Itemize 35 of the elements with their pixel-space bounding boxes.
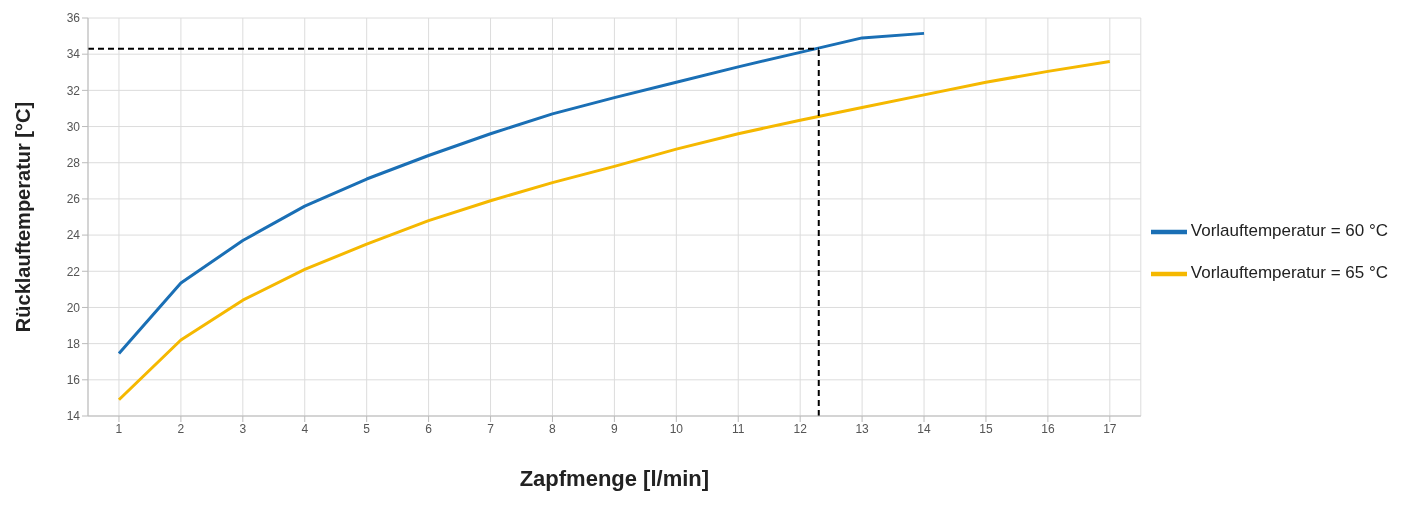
x-tick-label: 15 [979,421,993,436]
legend-label: Vorlauftemperatur = 65 °C [1190,263,1388,282]
x-tick-label: 12 [793,421,808,436]
x-tick-label: 11 [732,421,745,436]
y-tick-label: 34 [66,47,81,62]
y-tick-label: 32 [66,83,81,98]
y-tick-label: 18 [66,336,81,351]
y-tick-label: 26 [66,192,81,207]
x-tick-label: 6 [425,421,433,436]
y-tick-label: 14 [66,409,81,424]
x-tick-label: 7 [487,421,495,436]
legend-label: Vorlauftemperatur = 60 °C [1190,221,1388,240]
y-tick-label: 36 [66,11,81,26]
x-tick-label: 14 [917,421,932,436]
x-axis-title: Zapfmenge [l/min] [519,466,710,491]
y-axis-title: Rücklauftemperatur [°C] [12,101,35,333]
x-tick-label: 1 [115,421,123,436]
x-tick-label: 9 [611,421,619,436]
line-series [117,59,1112,402]
y-tick-label: 30 [66,119,81,134]
line-series [117,31,926,356]
y-tick-label: 24 [66,228,81,243]
x-tick-label: 13 [855,421,870,436]
y-tick-label: 20 [66,300,81,315]
x-tick-label: 10 [669,421,684,436]
x-tick-label: 2 [177,421,185,436]
x-tick-label: 4 [301,421,309,436]
y-tick-label: 22 [66,264,81,279]
x-tick-label: 8 [549,421,557,436]
x-tick-label: 3 [239,421,247,436]
y-tick-label: 16 [66,373,81,388]
x-tick-label: 16 [1041,421,1055,436]
x-tick-label: 5 [363,421,371,436]
x-tick-label: 17 [1103,421,1117,436]
y-tick-label: 28 [66,155,81,170]
